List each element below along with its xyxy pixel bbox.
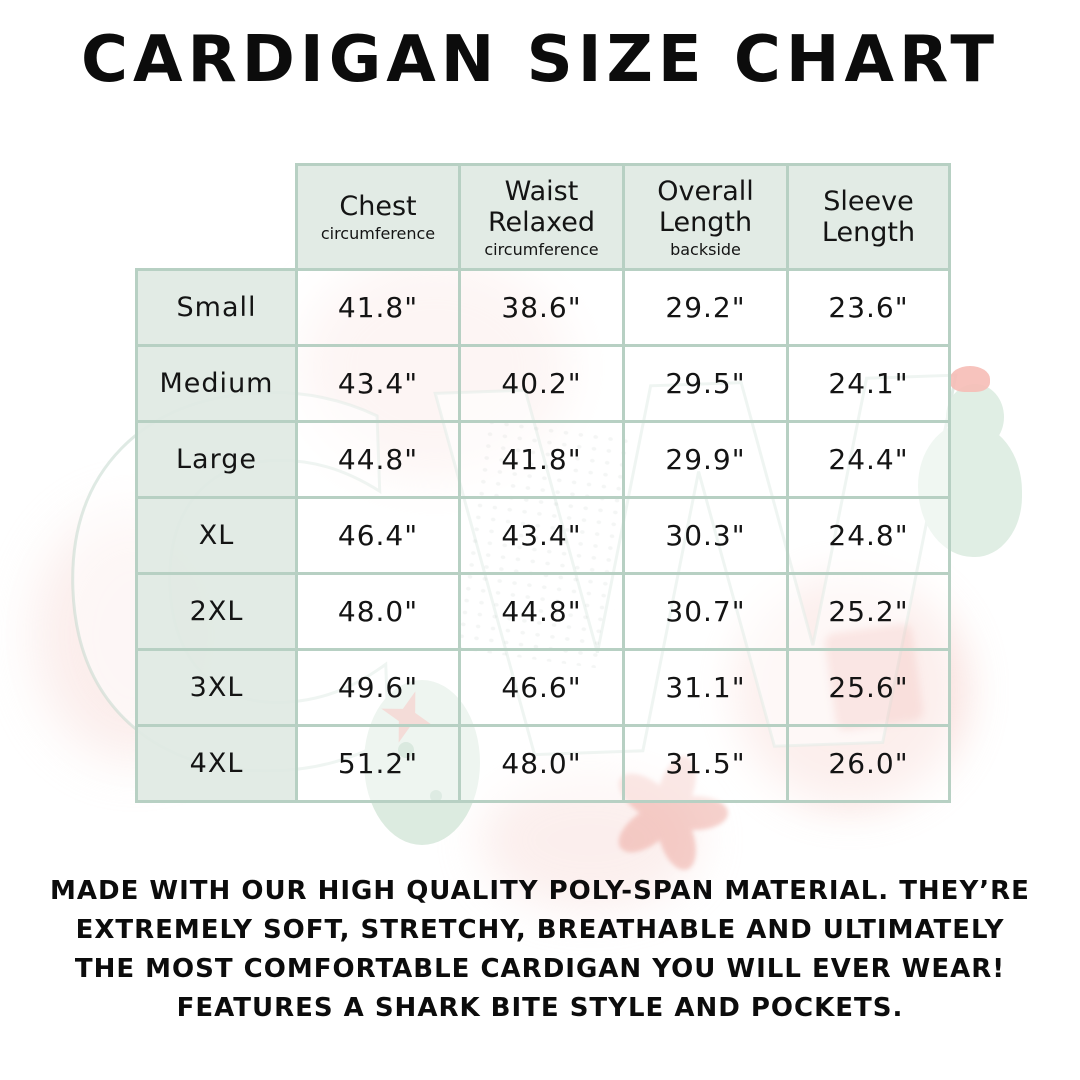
- measurement-cell: 30.7": [622, 572, 789, 651]
- measurement-cell: 29.5": [622, 344, 789, 423]
- header-row: Chest circumference Waist Relaxed circumfer…: [137, 163, 951, 271]
- table-row: 3XL 49.6" 46.6" 31.1" 25.6": [135, 648, 951, 727]
- size-label-cell: XL: [135, 496, 298, 575]
- measurement-cell: 41.8": [458, 420, 625, 499]
- measurement-cell: 48.0": [458, 724, 625, 803]
- measurement-cell: 29.2": [622, 268, 789, 347]
- measurement-cell: 24.8": [786, 496, 951, 575]
- measurement-cell: 31.1": [622, 648, 789, 727]
- cactus-icon: [946, 384, 1004, 450]
- size-label-cell: Large: [135, 420, 298, 499]
- table-row: Large 44.8" 41.8" 29.9" 24.4": [135, 420, 951, 499]
- measurement-cell: 48.0": [295, 572, 461, 651]
- description-line: THE MOST COMFORTABLE CARDIGAN YOU WILL E…: [74, 954, 1006, 984]
- cactus-flower-icon: [950, 366, 990, 392]
- measurement-cell: 51.2": [295, 724, 461, 803]
- size-chart-table: Chest circumference Waist Relaxed circumfer…: [135, 163, 951, 803]
- column-header-label: Waist Relaxed: [487, 175, 596, 238]
- measurement-cell: 38.6": [458, 268, 625, 347]
- column-header: Chest circumference: [295, 163, 461, 271]
- table-row: Small 41.8" 38.6" 29.2" 23.6": [135, 268, 951, 347]
- column-header-sublabel: backside: [670, 239, 741, 259]
- size-label-cell: 2XL: [135, 572, 298, 651]
- measurement-cell: 40.2": [458, 344, 625, 423]
- column-header-label: Sleeve Length: [821, 186, 916, 248]
- measurement-cell: 24.1": [786, 344, 951, 423]
- measurement-cell: 25.2": [786, 572, 951, 651]
- table-row: XL 46.4" 43.4" 30.3" 24.8": [135, 496, 951, 575]
- measurement-cell: 31.5": [622, 724, 789, 803]
- table-row: 4XL 51.2" 48.0" 31.5" 26.0": [135, 724, 951, 803]
- column-header-sublabel: circumference: [320, 224, 436, 243]
- column-header: Overall Length backside: [622, 163, 789, 271]
- measurement-cell: 26.0": [786, 724, 951, 803]
- measurement-cell: 43.4": [458, 496, 625, 575]
- measurement-cell: 44.8": [458, 572, 625, 651]
- size-label-cell: 4XL: [135, 724, 298, 803]
- size-label-cell: Small: [135, 268, 298, 347]
- corner-cell: [137, 165, 297, 270]
- measurement-cell: 49.6": [295, 648, 461, 727]
- measurement-cell: 41.8": [295, 268, 461, 347]
- measurement-cell: 30.3": [622, 496, 789, 575]
- product-description: MADE WITH OUR HIGH QUALITY POLY-SPAN MAT…: [0, 872, 1080, 1028]
- column-header-label: Overall Length: [657, 175, 754, 238]
- size-label-cell: Medium: [135, 344, 298, 423]
- column-header-sublabel: circumference: [484, 239, 599, 259]
- description-line: FEATURES A SHARK BITE STYLE AND POCKETS.: [176, 993, 904, 1023]
- measurement-cell: 25.6": [786, 648, 951, 727]
- measurement-cell: 29.9": [622, 420, 789, 499]
- description-line: MADE WITH OUR HIGH QUALITY POLY-SPAN MAT…: [50, 876, 1030, 906]
- measurement-cell: 44.8": [295, 420, 461, 499]
- measurement-cell: 24.4": [786, 420, 951, 499]
- size-label-cell: 3XL: [135, 648, 298, 727]
- table-body: Small 41.8" 38.6" 29.2" 23.6" Medium 43.4" 40.2…: [135, 268, 951, 803]
- column-header: Waist Relaxed circumference: [458, 163, 625, 271]
- measurement-cell: 46.4": [295, 496, 461, 575]
- table-row: 2XL 48.0" 44.8" 30.7" 25.2": [135, 572, 951, 651]
- column-header-label: Chest: [339, 191, 417, 222]
- measurement-cell: 23.6": [786, 268, 951, 347]
- column-header: Sleeve Length: [786, 163, 951, 271]
- page-title: CARDIGAN SIZE CHART: [80, 23, 1000, 97]
- measurement-cell: 46.6": [458, 648, 625, 727]
- table-row: Medium 43.4" 40.2" 29.5" 24.1": [135, 344, 951, 423]
- description-line: EXTREMELY SOFT, STRETCHY, BREATHABLE AND…: [75, 915, 1005, 945]
- measurement-cell: 43.4": [295, 344, 461, 423]
